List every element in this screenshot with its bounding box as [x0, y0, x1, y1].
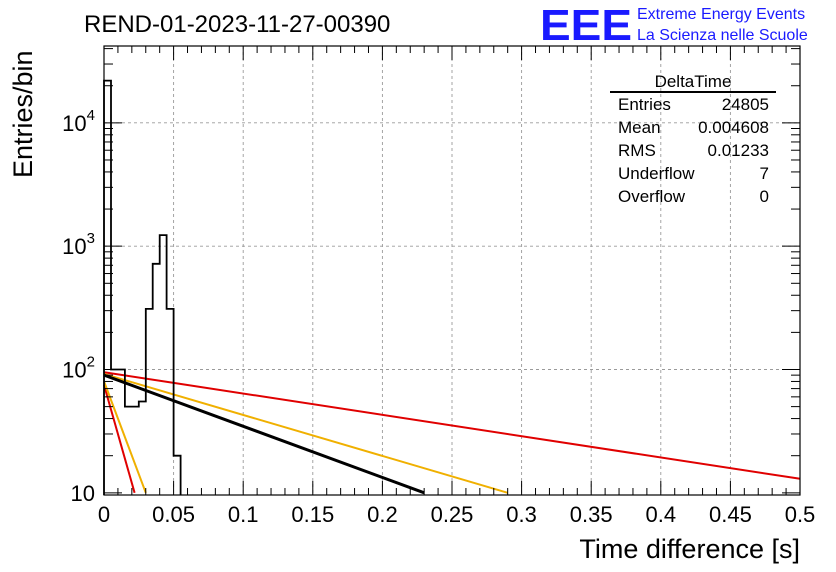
logo-line-1: Extreme Energy Events [637, 6, 805, 23]
logo-line-2: La Scienza nelle Scuole [637, 27, 808, 44]
y-tick-label: 10 [71, 481, 95, 506]
histogram-steps [103, 79, 182, 495]
x-tick-label: 0.05 [152, 502, 195, 527]
grid-lines [104, 46, 800, 495]
y-tick-label: 104 [62, 107, 95, 136]
stats-row-label: RMS [618, 141, 656, 160]
stats-row-value: 24805 [722, 95, 769, 114]
histogram [103, 79, 182, 495]
stats-row-label: Underflow [618, 164, 695, 183]
stats-row-value: 7 [760, 164, 769, 183]
stats-box: DeltaTime Entries 24805 Mean 0.004608 RMS 0.0… [610, 72, 776, 206]
x-tick-label: 0 [98, 502, 110, 527]
x-axis-label: Time difference [s] [579, 534, 800, 564]
axis-ticks [103, 46, 801, 495]
x-tick-label: 0.2 [367, 502, 398, 527]
y-tick-labels: 10 102 103 104 [62, 107, 95, 506]
stats-row-value: 0.01233 [708, 141, 769, 160]
fit-curve-1 [103, 371, 801, 480]
stats-row-label: Entries [618, 95, 671, 114]
eee-logo-mark: EEE [540, 1, 632, 50]
x-tick-label: 0.1 [228, 502, 259, 527]
stats-row-label: Mean [618, 118, 661, 137]
fit-curve-2 [103, 373, 508, 494]
x-tick-label: 0.35 [570, 502, 613, 527]
x-tick-label: 0.3 [506, 502, 537, 527]
stats-row-label: Overflow [618, 187, 686, 206]
y-axis-label: Entries/bin [8, 50, 38, 178]
x-tick-label: 0.15 [291, 502, 334, 527]
x-tick-label: 0.4 [646, 502, 677, 527]
fit-curve-5 [103, 381, 147, 494]
y-tick-label: 102 [62, 353, 95, 382]
stats-title: DeltaTime [655, 72, 732, 91]
fit-curve-3 [103, 373, 425, 495]
x-tick-label: 0.5 [785, 502, 816, 527]
fit-curve-4 [103, 384, 136, 494]
stats-row-value: 0.004608 [698, 118, 769, 137]
stats-row-value: 0 [760, 187, 769, 206]
fit-curves [103, 371, 801, 495]
x-tick-labels: 0 0.05 0.1 0.15 0.2 0.25 0.3 0.35 0.4 0.45 0.5 [98, 502, 815, 527]
run-title: REND-01-2023-11-27-00390 [84, 11, 390, 38]
x-tick-label: 0.45 [709, 502, 752, 527]
y-tick-label: 103 [62, 230, 95, 259]
x-tick-label: 0.25 [431, 502, 474, 527]
